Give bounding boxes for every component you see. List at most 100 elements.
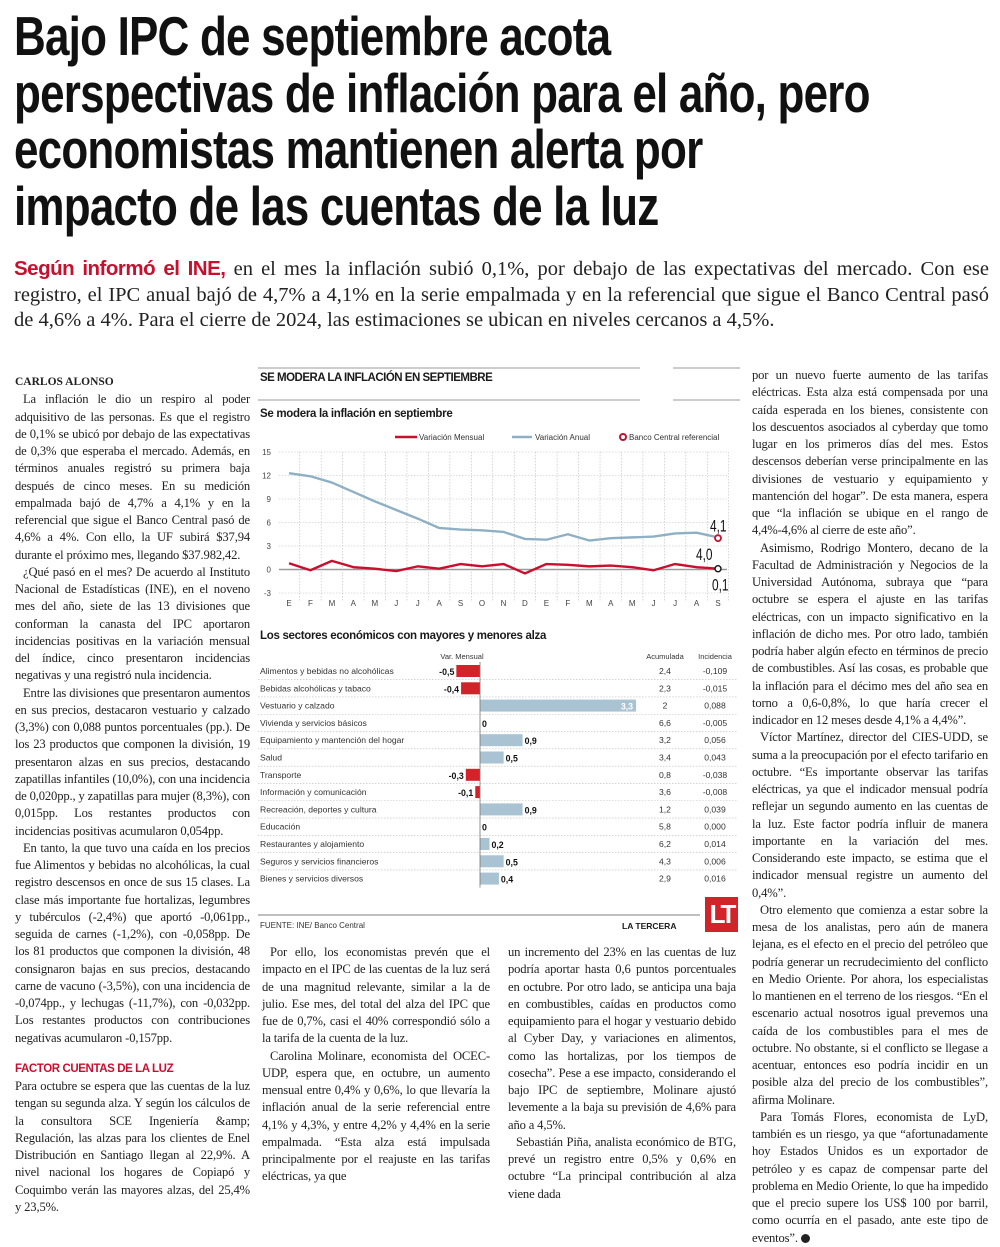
acumulada-value: 3,4 <box>659 753 671 763</box>
incidencia-value: 0,016 <box>704 874 726 884</box>
acumulada-value: 0,8 <box>659 770 671 780</box>
column-middle-b: un incremento del 23% en las cuentas de … <box>508 944 736 1203</box>
x-tick-label: M <box>629 599 636 608</box>
series-line-mensual <box>288 559 719 575</box>
paragraph: Sebastián Piña, analista económico de BT… <box>508 1134 736 1201</box>
paragraph: Otro elemento que comienza a estar sobre… <box>752 902 988 1107</box>
acumulada-value: 3,6 <box>659 787 671 797</box>
x-tick-label: F <box>565 599 570 608</box>
x-tick-label: N <box>501 599 507 608</box>
incidencia-value: -0,109 <box>703 666 728 676</box>
incidencia-value: -0,008 <box>703 787 728 797</box>
paragraph: Asimismo, Rodrigo Montero, decano de la … <box>752 540 988 728</box>
x-tick-label: A <box>608 599 614 608</box>
x-tick-label: O <box>479 599 485 608</box>
row-label: Salud <box>260 753 282 763</box>
bar-value-label: 0 <box>482 823 487 833</box>
row-label: Vivienda y servicios básicos <box>260 718 367 728</box>
paragraph: Víctor Martínez, director del CIES-UDD, … <box>752 730 989 900</box>
incidencia-value: -0,005 <box>703 718 728 728</box>
row-label: Restaurantes y alojamiento <box>260 839 364 849</box>
incidencia-value: 0,006 <box>704 856 726 866</box>
bar-value-label: 0,2 <box>491 840 503 850</box>
bar <box>480 803 523 816</box>
headline-line: perspectivas de inflación para el año, p… <box>14 61 870 124</box>
bar <box>475 786 480 799</box>
paragraph: Para octubre se espera que las cuentas d… <box>15 1079 250 1214</box>
annotation-mensual: 0,1 <box>712 577 729 596</box>
paragraph: un incremento del 23% en las cuentas de … <box>508 945 736 1132</box>
paragraph: Entre las divisiones que presentaron aum… <box>15 685 250 838</box>
bar <box>480 872 499 885</box>
bar <box>480 855 504 868</box>
la-tercera-logo: LT <box>705 897 738 932</box>
paragraph: Para Tomás Flores, economista de LyD, ta… <box>752 1109 988 1247</box>
infographic-svg: 15 12 9 6 3 0 -3 E F M A M J J A S O N D E F M A M J J A S Variación… <box>258 367 740 916</box>
column-middle-a: Por ello, los economistas prevén que el … <box>262 944 490 1186</box>
y-tick-label: 12 <box>262 472 271 481</box>
byline: CARLOS ALONSO <box>15 376 114 388</box>
row-label: Equipamiento y mantención del hogar <box>260 735 404 745</box>
x-tick-label: A <box>694 599 700 608</box>
bar-value-label: 0,4 <box>501 875 513 885</box>
acumulada-value: 2,3 <box>659 683 671 693</box>
annotation-anual: 4,1 <box>710 517 727 536</box>
row-label: Transporte <box>260 770 301 780</box>
acumulada-value: 5,8 <box>659 822 671 832</box>
acumulada-value: 1,2 <box>659 804 671 814</box>
x-tick-label: M <box>329 599 336 608</box>
brand-name: LA TERCERA <box>622 921 677 931</box>
row-label: Recreación, deportes y cultura <box>260 804 377 814</box>
x-tick-label: M <box>586 599 593 608</box>
bar <box>456 665 480 677</box>
headline-line: Bajo IPC de septiembre acota <box>14 5 611 67</box>
bar-value-label: -0,5 <box>439 667 454 677</box>
y-tick-label: 9 <box>267 495 272 504</box>
source-note: FUENTE: INE/ Banco Central <box>260 921 365 930</box>
y-tick-label: 3 <box>267 542 272 551</box>
row-label: Alimentos y bebidas no alcohólicas <box>260 666 394 676</box>
incidencia-value: 0,014 <box>704 839 726 849</box>
acumulada-value: 4,3 <box>659 856 671 866</box>
y-tick-label: 0 <box>267 566 272 575</box>
column-header: Incidencia <box>698 652 733 661</box>
incidencia-value: -0,038 <box>703 770 728 780</box>
x-tick-label: D <box>522 599 528 608</box>
headline-line: impacto de las cuentas de la luz <box>14 174 659 237</box>
acumulada-value: 2 <box>663 701 668 711</box>
end-mark-icon <box>800 1234 810 1244</box>
y-tick-label: 15 <box>262 448 271 457</box>
row-label: Vestuario y calzado <box>260 701 335 711</box>
bar-value-label: -0,4 <box>444 684 459 694</box>
bar-table-title: Los sectores económicos con mayores y me… <box>260 630 547 642</box>
acumulada-value: 6,2 <box>659 839 671 849</box>
acumulada-value: 6,6 <box>659 718 671 728</box>
bar <box>480 838 490 850</box>
point-banco-central <box>714 534 722 543</box>
incidencia-value: -0,015 <box>703 683 728 693</box>
column-header: Acumulada <box>646 652 684 661</box>
lead-text: en el mes la inflación subió 0,1%, por d… <box>14 258 989 331</box>
x-tick-label: J <box>394 599 398 608</box>
row-label: Seguros y servicios financieros <box>260 856 378 866</box>
paragraph: Por ello, los economistas prevén que el … <box>262 945 490 1046</box>
lead-paragraph: Según informó el INE, en el mes la infla… <box>14 256 989 334</box>
y-tick-label: -3 <box>264 589 272 598</box>
bar-value-label: -0,3 <box>449 771 464 781</box>
paragraph-text: Para Tomás Flores, economista de LyD, ta… <box>752 1109 988 1245</box>
infographic: 15 12 9 6 3 0 -3 E F M A M J J A S O N D E F M A M J J A S Variación… <box>255 360 745 940</box>
incidencia-value: 0,088 <box>704 701 726 711</box>
headline-line: economistas mantienen alerta por <box>14 118 703 180</box>
incidencia-value: 0,039 <box>704 804 726 814</box>
acumulada-value: 3,2 <box>659 735 671 745</box>
paragraph: Carolina Molinare, economista del OCEC-U… <box>262 1048 490 1184</box>
graphic-heading: SE MODERA LA INFLACIÓN EN SEPTIEMBRE <box>260 372 493 384</box>
annotation-bc: 4,0 <box>696 546 713 565</box>
x-tick-label: F <box>308 599 313 608</box>
bar <box>480 751 504 764</box>
x-tick-label: J <box>673 599 677 608</box>
y-tick-label: 6 <box>267 519 272 528</box>
paragraph: ¿Qué pasó en el mes? De acuerdo al Insti… <box>15 564 250 683</box>
x-tick-label: A <box>436 599 442 608</box>
bar-value-label: -0,1 <box>458 788 473 798</box>
